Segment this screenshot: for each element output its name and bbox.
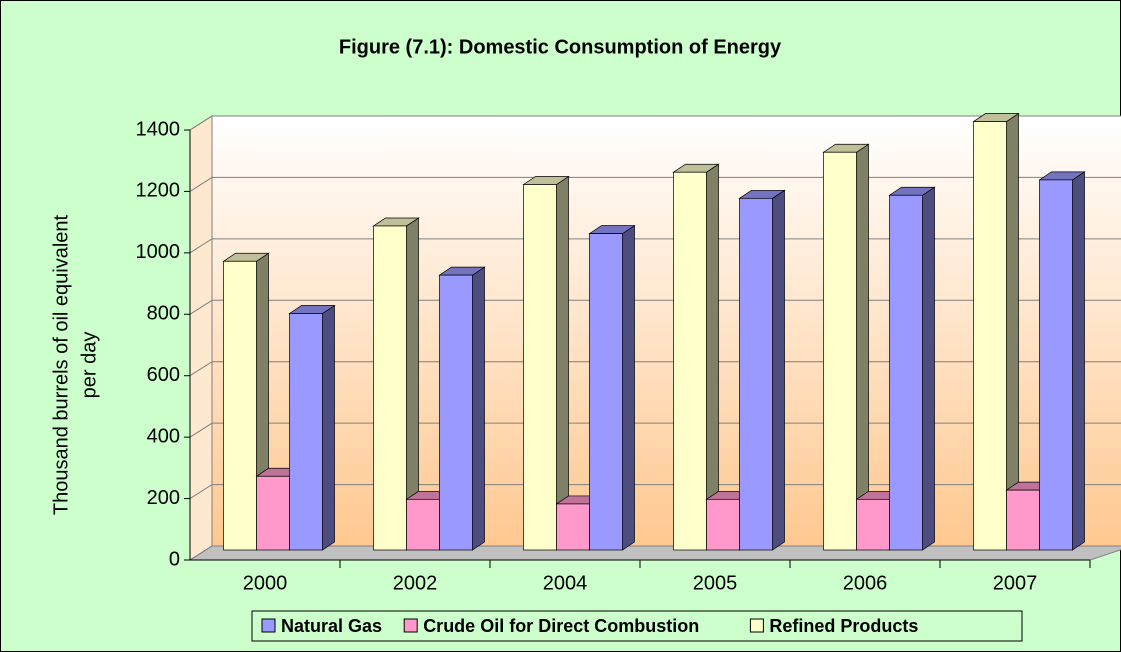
bar bbox=[973, 121, 1007, 551]
x-tick-label: 2004 bbox=[543, 572, 588, 594]
bar bbox=[406, 498, 440, 551]
grid-line bbox=[189, 115, 1121, 131]
bar-side bbox=[856, 143, 869, 551]
x-tick-label: 2006 bbox=[843, 572, 888, 594]
y-tick-label: 0 bbox=[169, 548, 180, 570]
bar-side bbox=[922, 186, 935, 551]
y-tick-label: 600 bbox=[147, 364, 180, 386]
bar bbox=[706, 498, 740, 551]
bar bbox=[223, 260, 257, 551]
legend-swatch bbox=[403, 618, 418, 633]
y-axis-title: Thousand burrels of oil equivalent per d… bbox=[50, 214, 100, 515]
bar bbox=[589, 233, 623, 551]
side-wall bbox=[189, 115, 213, 561]
bar bbox=[739, 197, 773, 551]
bar bbox=[439, 274, 473, 551]
bar bbox=[523, 184, 557, 551]
bar bbox=[889, 194, 923, 551]
legend-label: Refined Products bbox=[769, 616, 918, 636]
y-tick-label: 1400 bbox=[136, 118, 181, 140]
y-tick-label: 200 bbox=[147, 487, 180, 509]
y-tick-label: 1000 bbox=[136, 241, 181, 263]
bar bbox=[673, 171, 707, 551]
bar-side bbox=[622, 224, 635, 551]
bar-side bbox=[472, 266, 485, 551]
bar-side bbox=[322, 304, 335, 551]
bar-side bbox=[1072, 171, 1085, 551]
legend-entries: Natural Gas Crude Oil for Direct Combusti… bbox=[261, 616, 918, 636]
y-axis-title-line: per day bbox=[78, 332, 100, 399]
legend-swatch bbox=[261, 618, 276, 633]
x-tick-label: 2005 bbox=[693, 572, 738, 594]
y-tick-label: 400 bbox=[147, 425, 180, 447]
chart-title: Figure (7.1): Domestic Consumption of En… bbox=[339, 36, 782, 58]
plot-area: 0 200 400 600 800 1000 1200 1400 2000 2002 2004 200… bbox=[136, 112, 1121, 594]
x-tick-label: 2002 bbox=[393, 572, 438, 594]
legend-label: Crude Oil for Direct Combustion bbox=[423, 616, 699, 636]
bar bbox=[556, 503, 590, 551]
legend-label: Natural Gas bbox=[281, 616, 382, 636]
bar bbox=[256, 475, 290, 551]
bar bbox=[823, 151, 857, 551]
y-tick-label: 1200 bbox=[136, 180, 181, 202]
x-tick-label: 2000 bbox=[243, 572, 288, 594]
bar bbox=[856, 498, 890, 551]
bar bbox=[373, 225, 407, 551]
bar-side bbox=[772, 189, 785, 551]
legend bbox=[251, 610, 1023, 642]
bar-side bbox=[556, 175, 569, 551]
y-tick-label: 800 bbox=[147, 303, 180, 325]
legend-swatch bbox=[749, 618, 764, 633]
y-axis-title-line: Thousand burrels of oil equivalent bbox=[50, 214, 72, 515]
bar bbox=[1039, 179, 1073, 551]
bar bbox=[1006, 489, 1040, 551]
bar bbox=[289, 313, 323, 551]
x-tick-label: 2007 bbox=[993, 572, 1038, 594]
